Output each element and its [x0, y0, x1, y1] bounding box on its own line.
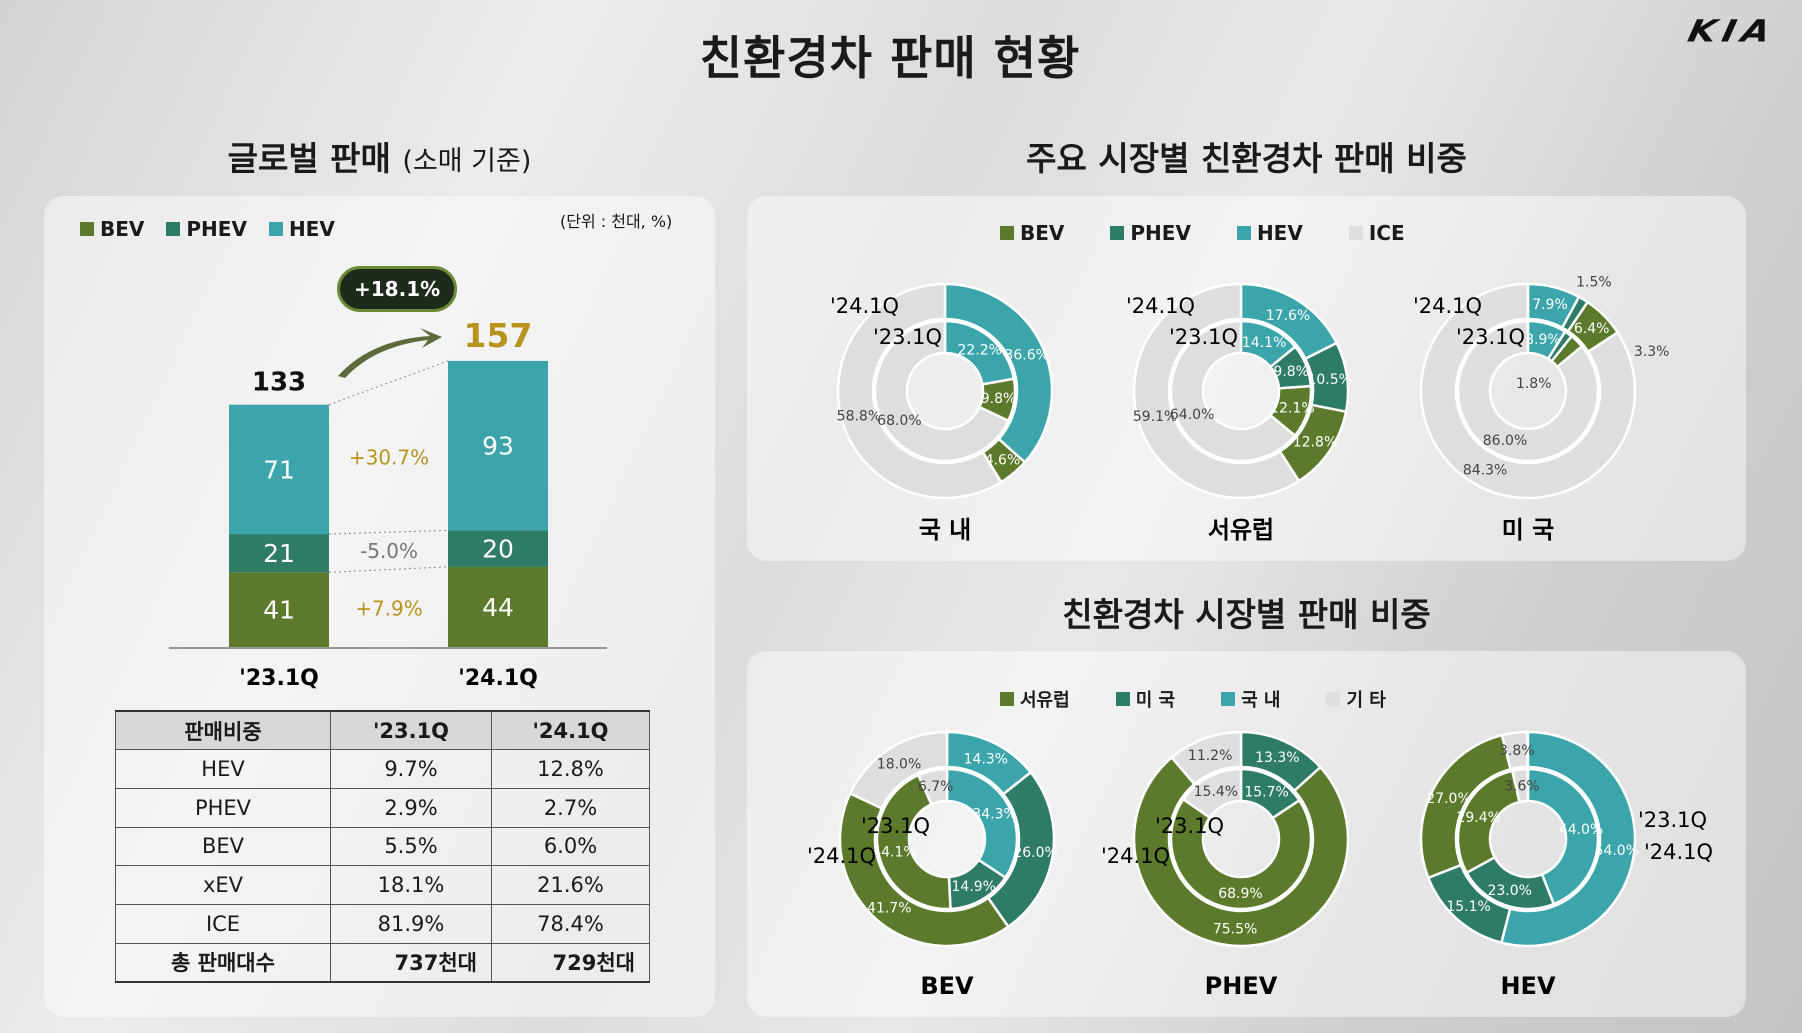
legend-label: ICE	[1368, 221, 1405, 245]
row-label: HEV	[115, 749, 331, 789]
legend-item: BEV	[1000, 221, 1064, 245]
table-row: 총 판매대수 737천대 729천대	[115, 942, 650, 983]
cell-value: 18.1%	[330, 865, 492, 905]
market-legend: BEV PHEV HEV ICE	[1000, 221, 1451, 245]
cell-value: 2.9%	[330, 787, 492, 828]
legend-swatch	[1115, 692, 1130, 706]
market-share-title: 주요 시장별 친환경차 판매 비중	[1026, 139, 1467, 178]
unit-note: (단위 : 천대, %)	[560, 212, 673, 231]
legend-bev: BEV	[80, 217, 144, 241]
legend-swatch	[1236, 226, 1251, 240]
legend-label: 기 타	[1346, 690, 1386, 711]
legend-item: 미 국	[1115, 686, 1176, 712]
table-header: '23.1Q	[330, 710, 492, 751]
legend-hev: HEV	[268, 217, 335, 241]
cell-value: 2.7%	[491, 787, 650, 828]
legend-swatch	[1000, 226, 1014, 240]
legend-swatch	[166, 222, 181, 236]
legend-swatch	[1221, 692, 1236, 706]
table-header: '24.1Q	[491, 710, 650, 751]
legend-label: HEV	[288, 217, 335, 241]
legend-swatch	[80, 222, 94, 236]
cell-value: 6.0%	[491, 826, 650, 867]
market-share-panel	[747, 196, 1746, 561]
table-row: xEV 18.1% 21.6%	[115, 865, 650, 905]
legend-item: 국 내	[1221, 686, 1280, 712]
cell-value: 81.9%	[330, 903, 492, 944]
legend-swatch	[1000, 692, 1014, 706]
legend-label: 서유럽	[1020, 690, 1070, 711]
cell-value: 729천대	[491, 942, 650, 983]
legend-label: 국 내	[1241, 690, 1281, 711]
table-header: 판매비중	[115, 710, 331, 751]
cell-value: 12.8%	[491, 749, 650, 789]
table-row: HEV 9.7% 12.8%	[115, 749, 650, 789]
row-label: ICE	[115, 903, 331, 944]
legend-item: HEV	[1236, 221, 1303, 245]
cell-value: 737천대	[330, 942, 492, 983]
legend-phev: PHEV	[166, 217, 247, 241]
legend-item: 서유럽	[1000, 686, 1070, 712]
legend-swatch	[1110, 226, 1125, 240]
table-header-row: 판매비중 '23.1Q '24.1Q	[115, 710, 650, 751]
cell-value: 9.7%	[330, 749, 492, 789]
eco-market-share-title: 친환경차 시장별 판매 비중	[1062, 595, 1431, 634]
table-row: ICE 81.9% 78.4%	[115, 903, 650, 944]
row-label: PHEV	[115, 787, 331, 828]
section-title-note: (소매 기준)	[402, 146, 532, 177]
sales-share-table: 판매비중 '23.1Q '24.1Q HEV 9.7% 12.8% PHEV 2.9% 2…	[115, 710, 650, 983]
row-label: xEV	[115, 865, 331, 905]
legend-item: PHEV	[1110, 221, 1191, 245]
eco-market-legend: 서유럽 미 국 국 내 기 타	[1000, 686, 1432, 712]
cell-value: 21.6%	[491, 865, 650, 905]
legend-item: ICE	[1348, 221, 1405, 245]
cell-value: 78.4%	[491, 903, 650, 944]
legend-label: 미 국	[1135, 690, 1176, 711]
legend-label: HEV	[1256, 221, 1303, 245]
page-title: 친환경차 판매 현황	[699, 31, 1081, 85]
row-label: 총 판매대수	[115, 942, 331, 983]
legend-swatch	[1326, 692, 1341, 706]
legend-label: BEV	[1020, 221, 1065, 245]
legend-swatch	[268, 222, 283, 236]
table-row: PHEV 2.9% 2.7%	[115, 787, 650, 828]
legend-label: PHEV	[186, 217, 247, 241]
row-label: BEV	[115, 826, 331, 867]
legend-label: BEV	[100, 217, 145, 241]
legend-label: PHEV	[1130, 221, 1191, 245]
table-row: BEV 5.5% 6.0%	[115, 826, 650, 867]
cell-value: 5.5%	[330, 826, 492, 867]
section-title-text: 글로벌 판매	[227, 139, 391, 178]
kia-logo: KIA	[1684, 14, 1780, 49]
legend-swatch	[1348, 226, 1363, 240]
global-sales-title: 글로벌 판매 (소매 기준)	[44, 132, 715, 180]
legend-item: 기 타	[1326, 686, 1386, 712]
bar-legend: BEV PHEV HEV	[80, 217, 357, 241]
total-growth-badge: +18.1%	[337, 266, 458, 312]
